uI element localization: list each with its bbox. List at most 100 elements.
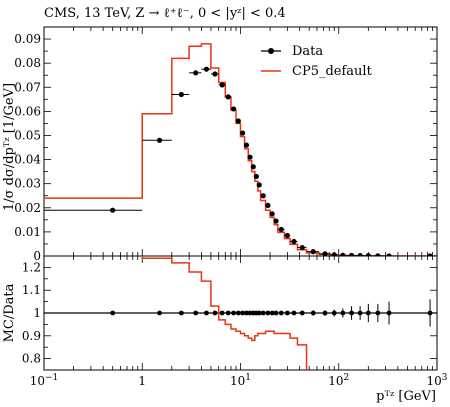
data-point — [299, 244, 305, 251]
ratio-data-point — [244, 310, 249, 316]
ratio-data-point — [386, 310, 392, 316]
data-point — [230, 106, 237, 112]
data-point — [375, 253, 381, 256]
ratio-data-point — [273, 310, 279, 316]
ratio-data-point — [269, 310, 275, 316]
data-point — [256, 182, 262, 188]
data-point — [235, 118, 241, 124]
ratio-data-points — [110, 299, 433, 327]
ratio-data-point — [247, 310, 253, 316]
ratio-data-point — [278, 310, 284, 316]
ratio-mc-step-line — [141, 256, 308, 370]
data-point — [239, 130, 246, 136]
ratio-data-point — [331, 310, 337, 316]
data-point — [203, 66, 210, 72]
data-point — [365, 253, 371, 256]
chart-title: CMS, 13 TeV, Z → ℓ⁺ℓ⁻, 0 < |yᶻ| < 0.4 — [44, 6, 286, 21]
data-point — [348, 252, 355, 256]
x-tick-label: 1 — [138, 374, 146, 388]
x-axis-label: pᵀᶻ [GeV] — [376, 389, 436, 404]
x-tick-label: 101 — [230, 373, 251, 388]
data-point — [322, 251, 328, 256]
x-tick-label: 102 — [328, 373, 349, 388]
data-point — [193, 70, 199, 76]
ratio-data-point — [235, 310, 241, 316]
data-point — [340, 252, 346, 256]
ratio-data-point — [225, 310, 231, 316]
data-point — [331, 252, 337, 256]
legend-label-mc: CP5_default — [292, 64, 373, 79]
data-point — [386, 253, 392, 256]
data-point — [178, 91, 184, 98]
ratio-data-point — [427, 310, 433, 316]
data-point — [269, 211, 275, 217]
legend-data-marker — [268, 48, 274, 54]
main-y-tick-label: 0.01 — [14, 225, 41, 239]
data-point — [219, 82, 225, 88]
ratio-data-point — [365, 310, 371, 316]
data-point — [427, 253, 433, 256]
ratio-data-point — [322, 310, 328, 316]
main-y-axis-label: 1/σ dσ/dpᵀᶻ [1/GeV] — [2, 83, 17, 211]
data-point — [156, 137, 163, 143]
x-tick-label: 103 — [426, 373, 447, 388]
data-point — [225, 94, 231, 100]
ratio-y-tick-label: 1 — [33, 306, 41, 320]
data-point — [357, 253, 363, 256]
ratio-data-point — [231, 310, 236, 316]
main-y-tick-label: 0.09 — [14, 32, 41, 46]
ratio-data-point — [265, 310, 271, 316]
ratio-data-point — [375, 310, 381, 316]
data-point — [250, 164, 256, 170]
ratio-data-point — [340, 310, 346, 316]
ratio-data-point — [178, 310, 184, 316]
ratio-y-tick-label: 0.9 — [22, 329, 41, 343]
data-point — [247, 154, 253, 160]
ratio-data-point — [310, 310, 316, 316]
main-panel — [43, 26, 438, 257]
ratio-data-point — [284, 310, 290, 316]
data-point — [291, 238, 297, 245]
ratio-data-point — [204, 310, 209, 316]
ratio-data-point — [110, 310, 116, 316]
main-y-tick-label: 0.03 — [14, 177, 41, 191]
data-point — [253, 173, 259, 180]
ratio-data-point — [357, 310, 363, 316]
mc-step-line — [44, 43, 437, 256]
main-y-ticks: 0 0.01 0.02 0.03 0.04 0.05 0.06 0.07 0.08 0.09 — [14, 26, 437, 263]
legend: Data CP5_default — [261, 44, 373, 79]
ratio-data-point — [157, 310, 162, 316]
ratio-data-point — [256, 310, 262, 316]
main-y-tick-label: 0.02 — [14, 201, 41, 215]
data-points — [44, 66, 437, 256]
main-y-tick-label: 0.04 — [14, 153, 41, 167]
ratio-data-point — [212, 310, 218, 316]
data-point — [212, 71, 218, 77]
main-frame — [43, 26, 438, 257]
data-point — [278, 226, 284, 233]
ratio-data-point — [193, 310, 199, 316]
data-point — [243, 142, 250, 148]
data-point — [260, 193, 266, 199]
data-point — [310, 249, 316, 255]
ratio-data-point — [349, 310, 354, 316]
main-y-tick-label: 0.06 — [14, 104, 41, 118]
ratio-data-point — [299, 310, 305, 316]
ratio-data-point — [240, 310, 245, 316]
main-y-tick-label: 0 — [33, 249, 41, 263]
data-point — [110, 207, 116, 213]
ratio-y-tick-label: 1.1 — [22, 283, 41, 297]
data-point — [273, 218, 279, 224]
ratio-y-tick-label: 1.2 — [22, 260, 41, 274]
legend-label-data: Data — [292, 44, 323, 59]
ratio-data-point — [291, 310, 297, 316]
ratio-y-axis-label: MC/Data — [2, 283, 17, 342]
data-point — [265, 202, 271, 208]
ratio-data-point — [219, 310, 225, 316]
ratio-data-point — [260, 310, 266, 316]
main-y-tick-label: 0.05 — [14, 128, 41, 142]
main-y-tick-label: 0.08 — [14, 56, 41, 70]
data-point — [284, 232, 290, 239]
x-tick-label: 10−1 — [30, 373, 59, 388]
